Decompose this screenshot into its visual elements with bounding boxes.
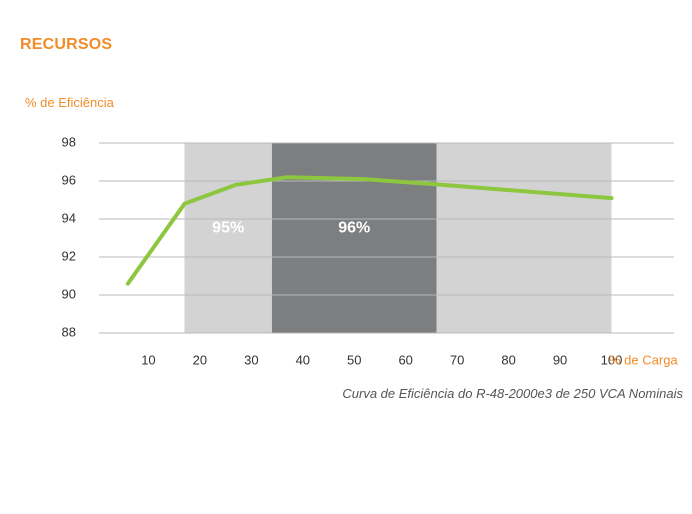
x-tick-label-60: 60 (398, 352, 412, 367)
x-tick-label-30: 30 (244, 352, 258, 367)
x-tick-label-90: 90 (553, 352, 567, 367)
x-tick-label-70: 70 (450, 352, 464, 367)
chart-caption: Curva de Eficiência do R-48-2000e3 de 25… (342, 386, 683, 401)
y-tick-label-96: 96 (62, 172, 76, 187)
x-tick-label-100: 100 (601, 352, 623, 367)
x-tick-label-40: 40 (296, 352, 310, 367)
y-tick-label-98: 98 (62, 134, 76, 149)
y-tick-labels: 88 90 92 94 96 98 (62, 134, 76, 339)
x-tick-label-10: 10 (141, 352, 155, 367)
band-2 (436, 143, 612, 333)
x-tick-label-50: 50 (347, 352, 361, 367)
x-tick-label-80: 80 (501, 352, 515, 367)
band-labels: 95% 96% (212, 220, 370, 237)
x-tick-label-20: 20 (193, 352, 207, 367)
x-tick-labels: 10 20 30 40 50 60 70 80 90 100 (141, 352, 622, 367)
y-tick-label-94: 94 (62, 210, 76, 225)
x-axis-label: % de Carga (609, 352, 678, 367)
band-1 (271, 143, 437, 333)
section-title: RECURSOS (20, 36, 113, 53)
efficiency-line-0 (125, 175, 614, 286)
gridlines (99, 142, 674, 334)
y-axis-label: % de Eficiência (25, 95, 114, 110)
y-tick-label-92: 92 (62, 248, 76, 263)
band-label-1: 96% (338, 220, 370, 237)
series-lines (125, 175, 614, 286)
y-tick-label-88: 88 (62, 324, 76, 339)
y-tick-label-90: 90 (62, 286, 76, 301)
band-0 (184, 143, 272, 333)
load-bands (184, 143, 612, 333)
band-label-0: 95% (212, 220, 244, 237)
